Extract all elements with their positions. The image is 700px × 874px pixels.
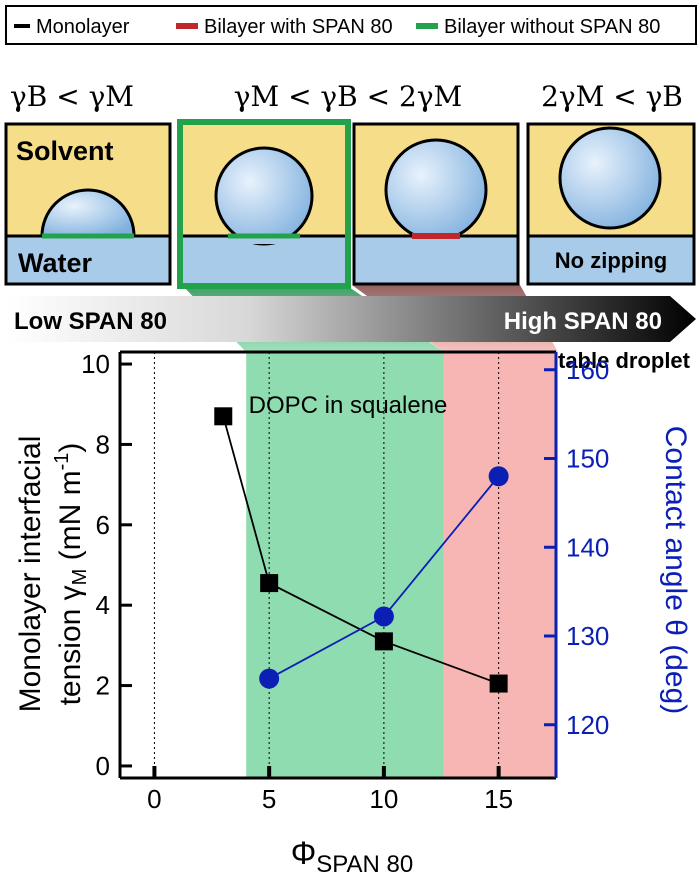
y-right-tick-label: 140 bbox=[566, 532, 609, 562]
stable-droplet-label: Stable droplet bbox=[543, 348, 690, 373]
high-span-label: High SPAN 80 bbox=[504, 308, 662, 335]
y-left-tick-label: 10 bbox=[81, 349, 110, 379]
series-markers bbox=[214, 407, 509, 693]
x-tick-label: 10 bbox=[369, 784, 398, 814]
condition-regime-1: γB < γM bbox=[10, 80, 134, 113]
monolayer-tension-point bbox=[374, 632, 393, 651]
shaded-regions bbox=[246, 352, 556, 778]
y-left-tick-label: 0 bbox=[96, 751, 110, 781]
monolayer-tension-point bbox=[214, 407, 233, 426]
condition-regime-2: γM < γB < 2γM bbox=[234, 80, 462, 113]
no-zipping-label: No zipping bbox=[555, 248, 667, 273]
regime-panel-4: No zipping bbox=[526, 122, 696, 286]
y-right-tick-label: 150 bbox=[566, 444, 609, 474]
regime-panel-3 bbox=[352, 122, 520, 286]
y-right-label: Contact angle θ (deg) bbox=[659, 426, 692, 715]
low-span-label: Low SPAN 80 bbox=[14, 308, 167, 335]
y-right-tick-label: 130 bbox=[566, 621, 609, 651]
x-tick-label: 15 bbox=[484, 784, 513, 814]
legend-label-monolayer: Monolayer bbox=[36, 16, 130, 38]
y-left-label-line2: tension γM (mN m-1) bbox=[51, 443, 91, 706]
x-tick-label: 0 bbox=[147, 784, 161, 814]
condition-regime-4: 2γM < γB bbox=[541, 80, 683, 113]
highlight-frame bbox=[177, 119, 351, 289]
solvent-label: Solvent bbox=[16, 136, 114, 166]
legend-label-bilayer-without: Bilayer without SPAN 80 bbox=[444, 16, 660, 38]
legend-box bbox=[5, 5, 697, 45]
droplet-3 bbox=[384, 138, 488, 242]
x-tick-label: 5 bbox=[262, 784, 276, 814]
shaded-region-green bbox=[246, 352, 444, 778]
y-right-tick-label: 120 bbox=[566, 710, 609, 740]
x-axis-label: ΦSPAN 80 bbox=[291, 835, 413, 874]
monolayer-tension-point bbox=[260, 574, 279, 593]
vertical-gridlines bbox=[153, 352, 500, 778]
chart-annotation: DOPC in squalene bbox=[249, 392, 448, 419]
regime-panel-1: Solvent Water bbox=[4, 122, 172, 286]
contact-angle-point bbox=[259, 668, 280, 689]
contact-angle-point bbox=[488, 466, 509, 487]
droplet-2 bbox=[214, 146, 314, 246]
water-label: Water bbox=[18, 248, 93, 278]
regime-panel-2 bbox=[177, 119, 351, 289]
legend-label-bilayer-with: Bilayer with SPAN 80 bbox=[204, 16, 393, 38]
shaded-region-red bbox=[443, 352, 556, 778]
droplet-1 bbox=[40, 188, 136, 238]
legend: Monolayer Bilayer with SPAN 80 Bilayer w… bbox=[5, 5, 697, 45]
droplet-4 bbox=[558, 126, 662, 230]
y-left-tick-label: 4 bbox=[96, 590, 110, 620]
y-right-tick-label: 160 bbox=[566, 355, 609, 385]
gradient-arrow-body bbox=[6, 296, 696, 342]
y-left-label-line1: Monolayer interfacial bbox=[14, 436, 47, 713]
monolayer-tension-point bbox=[489, 674, 508, 693]
y-left-tick-label: 8 bbox=[96, 429, 110, 459]
y-left-tick-label: 6 bbox=[96, 510, 110, 540]
contact-angle-point bbox=[373, 606, 394, 627]
regime-conditions: γB < γM γM < γB < 2γM 2γM < γB bbox=[10, 80, 683, 113]
series-line-left bbox=[222, 416, 499, 685]
span-gradient-arrow: Low SPAN 80 High SPAN 80 bbox=[6, 296, 696, 342]
y-left-tick-label: 2 bbox=[96, 671, 110, 701]
